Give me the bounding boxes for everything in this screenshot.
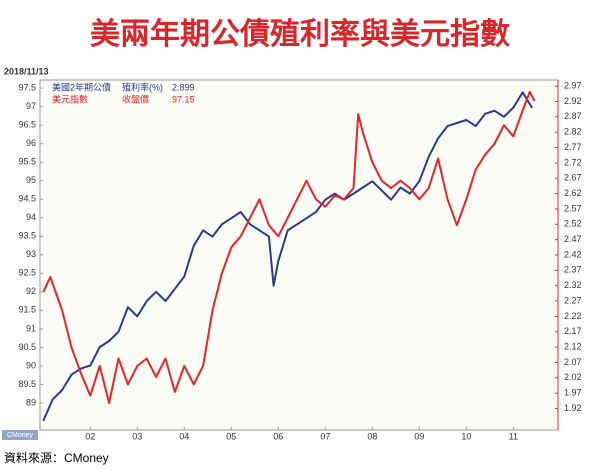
y-tick-label: 93 <box>26 249 36 259</box>
y2-tick-label: 2.62 <box>564 188 582 198</box>
watermark: CMoney <box>7 432 34 439</box>
x-tick-label: 11 <box>509 431 518 441</box>
legend-value: 97.15 <box>172 94 195 104</box>
y2-tick-label: 2.12 <box>564 341 582 351</box>
y2-tick-label: 2.37 <box>564 265 582 275</box>
y2-tick-label: 2.87 <box>564 111 582 121</box>
y-tick-label: 97.5 <box>18 83 36 93</box>
x-tick-label: 08 <box>367 431 377 441</box>
x-tick-label: 03 <box>132 431 142 441</box>
y-tick-label: 90 <box>26 360 36 370</box>
y-tick-label: 89.5 <box>18 379 36 389</box>
y-tick-label: 91 <box>26 323 36 333</box>
y-tick-label: 91.5 <box>18 305 36 315</box>
x-tick-label: 07 <box>320 431 330 441</box>
source: 資料來源：CMoney <box>4 451 109 465</box>
x-tick-label: 04 <box>179 431 189 441</box>
date-label: 2018/11/13 <box>4 66 49 76</box>
y2-tick-label: 2.77 <box>564 142 582 152</box>
y-tick-label: 94.5 <box>18 194 36 204</box>
y-tick-label: 95 <box>26 175 36 185</box>
legend-name: 美國2年期公債 <box>52 81 111 92</box>
y2-tick-label: 2.52 <box>564 219 582 229</box>
y-tick-label: 93.5 <box>18 231 36 241</box>
series-line <box>42 90 536 404</box>
y-tick-label: 92 <box>26 286 36 296</box>
y2-tick-label: 2.32 <box>564 280 582 290</box>
y-tick-label: 94 <box>26 212 36 222</box>
y2-tick-label: 2.07 <box>564 357 582 367</box>
y2-tick-label: 2.82 <box>564 127 582 137</box>
y2-tick-label: 2.42 <box>564 249 582 259</box>
y2-tick-label: 2.57 <box>564 203 582 213</box>
x-tick-label: 05 <box>226 431 236 441</box>
chart-title: 美兩年期公債殖利率與美元指數 <box>90 17 510 52</box>
y2-tick-label: 2.22 <box>564 311 582 321</box>
y2-tick-label: 2.97 <box>564 81 582 91</box>
y2-tick-label: 2.72 <box>564 157 582 167</box>
legend-name: 美元指數 <box>52 93 88 104</box>
y2-tick-label: 2.92 <box>564 96 582 106</box>
y2-tick-label: 2.17 <box>564 326 582 336</box>
y2-tick-label: 2.47 <box>564 234 582 244</box>
watermark-box <box>2 430 38 440</box>
y2-tick-label: 2.27 <box>564 295 582 305</box>
y-tick-label: 97 <box>26 101 36 111</box>
series-line <box>42 91 533 422</box>
legend-label: 收盤價 <box>122 93 149 104</box>
y2-tick-label: 2.02 <box>564 372 582 382</box>
y-tick-label: 96.5 <box>18 120 36 130</box>
x-tick-label: 09 <box>414 431 424 441</box>
y2-tick-label: 1.92 <box>564 403 582 413</box>
y-tick-label: 96 <box>26 138 36 148</box>
x-tick-label: 06 <box>273 431 283 441</box>
y2-tick-label: 2.67 <box>564 173 582 183</box>
y-tick-label: 89 <box>26 397 36 407</box>
legend-label: 殖利率(%) <box>122 81 163 92</box>
y2-tick-label: 1.97 <box>564 388 582 398</box>
plot-area <box>39 79 559 431</box>
y-tick-label: 90.5 <box>18 342 36 352</box>
x-tick-label: 10 <box>461 431 471 441</box>
x-tick-label: 02 <box>85 431 95 441</box>
y-tick-label: 92.5 <box>18 268 36 278</box>
y-tick-label: 95.5 <box>18 157 36 167</box>
legend-value: 2.899 <box>172 82 195 92</box>
